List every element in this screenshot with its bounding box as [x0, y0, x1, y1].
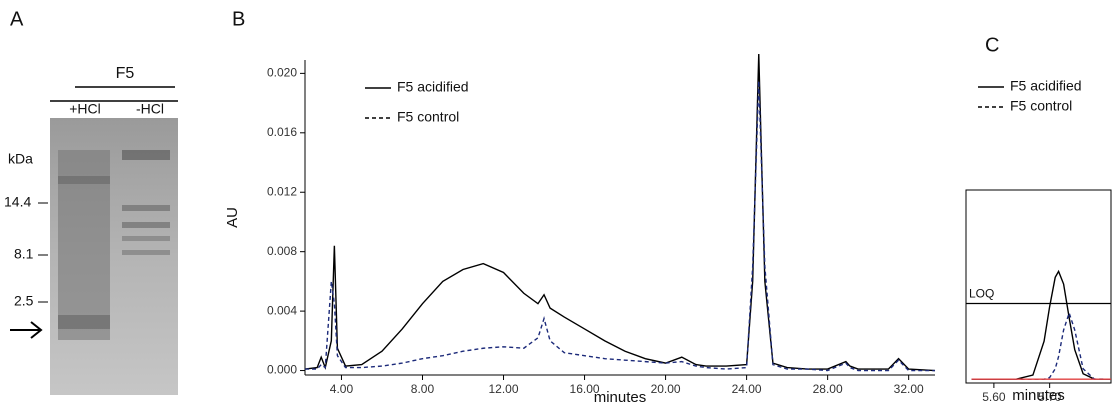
marker-label: 8.1 — [14, 246, 34, 262]
lane-label: +HCl — [69, 101, 101, 117]
x-axis-label: minutes — [594, 389, 647, 406]
panel-label: A — [10, 8, 24, 30]
y-tick-label: 0.016 — [267, 125, 297, 139]
panel-label: C — [985, 34, 999, 56]
y-axis-label: AU — [224, 207, 241, 228]
series-line — [972, 313, 1111, 379]
loq-label: LOQ — [969, 287, 994, 301]
legend-label: F5 acidified — [397, 79, 469, 95]
gel-group: F5 — [116, 65, 135, 82]
x-tick-label: 4.00 — [330, 382, 354, 396]
legend-label: F5 control — [397, 109, 459, 125]
marker-label: 14.4 — [4, 194, 31, 210]
x-tick-label: 12.00 — [489, 382, 519, 396]
figure: A B C F5 +HCl -HCl kDa 14.4 8.1 2.5 4.00… — [0, 0, 1113, 408]
marker-unit: kDa — [8, 151, 33, 167]
panel-label: B — [232, 8, 245, 30]
x-tick-label: 8.00 — [411, 382, 435, 396]
marker-label: 2.5 — [14, 293, 34, 309]
y-tick-label: 0.020 — [267, 66, 297, 80]
y-tick-label: 0.008 — [267, 244, 297, 258]
arrow — [10, 322, 41, 338]
x-tick-label: 28.00 — [813, 382, 843, 396]
x-tick-label: 20.00 — [651, 382, 681, 396]
x-tick-label: 5.60 — [982, 390, 1006, 404]
x-axis-label: minutes — [1012, 387, 1065, 404]
legend-label: F5 acidified — [1010, 78, 1082, 94]
y-tick-label: 0.012 — [267, 184, 297, 198]
y-tick-label: 0.004 — [267, 303, 297, 317]
y-tick-label: 0.000 — [267, 363, 297, 377]
lane-label: -HCl — [136, 101, 164, 117]
series-line — [305, 54, 935, 370]
legend-label: F5 control — [1010, 98, 1072, 114]
x-tick-label: 24.00 — [732, 382, 762, 396]
x-tick-label: 32.00 — [894, 382, 924, 396]
